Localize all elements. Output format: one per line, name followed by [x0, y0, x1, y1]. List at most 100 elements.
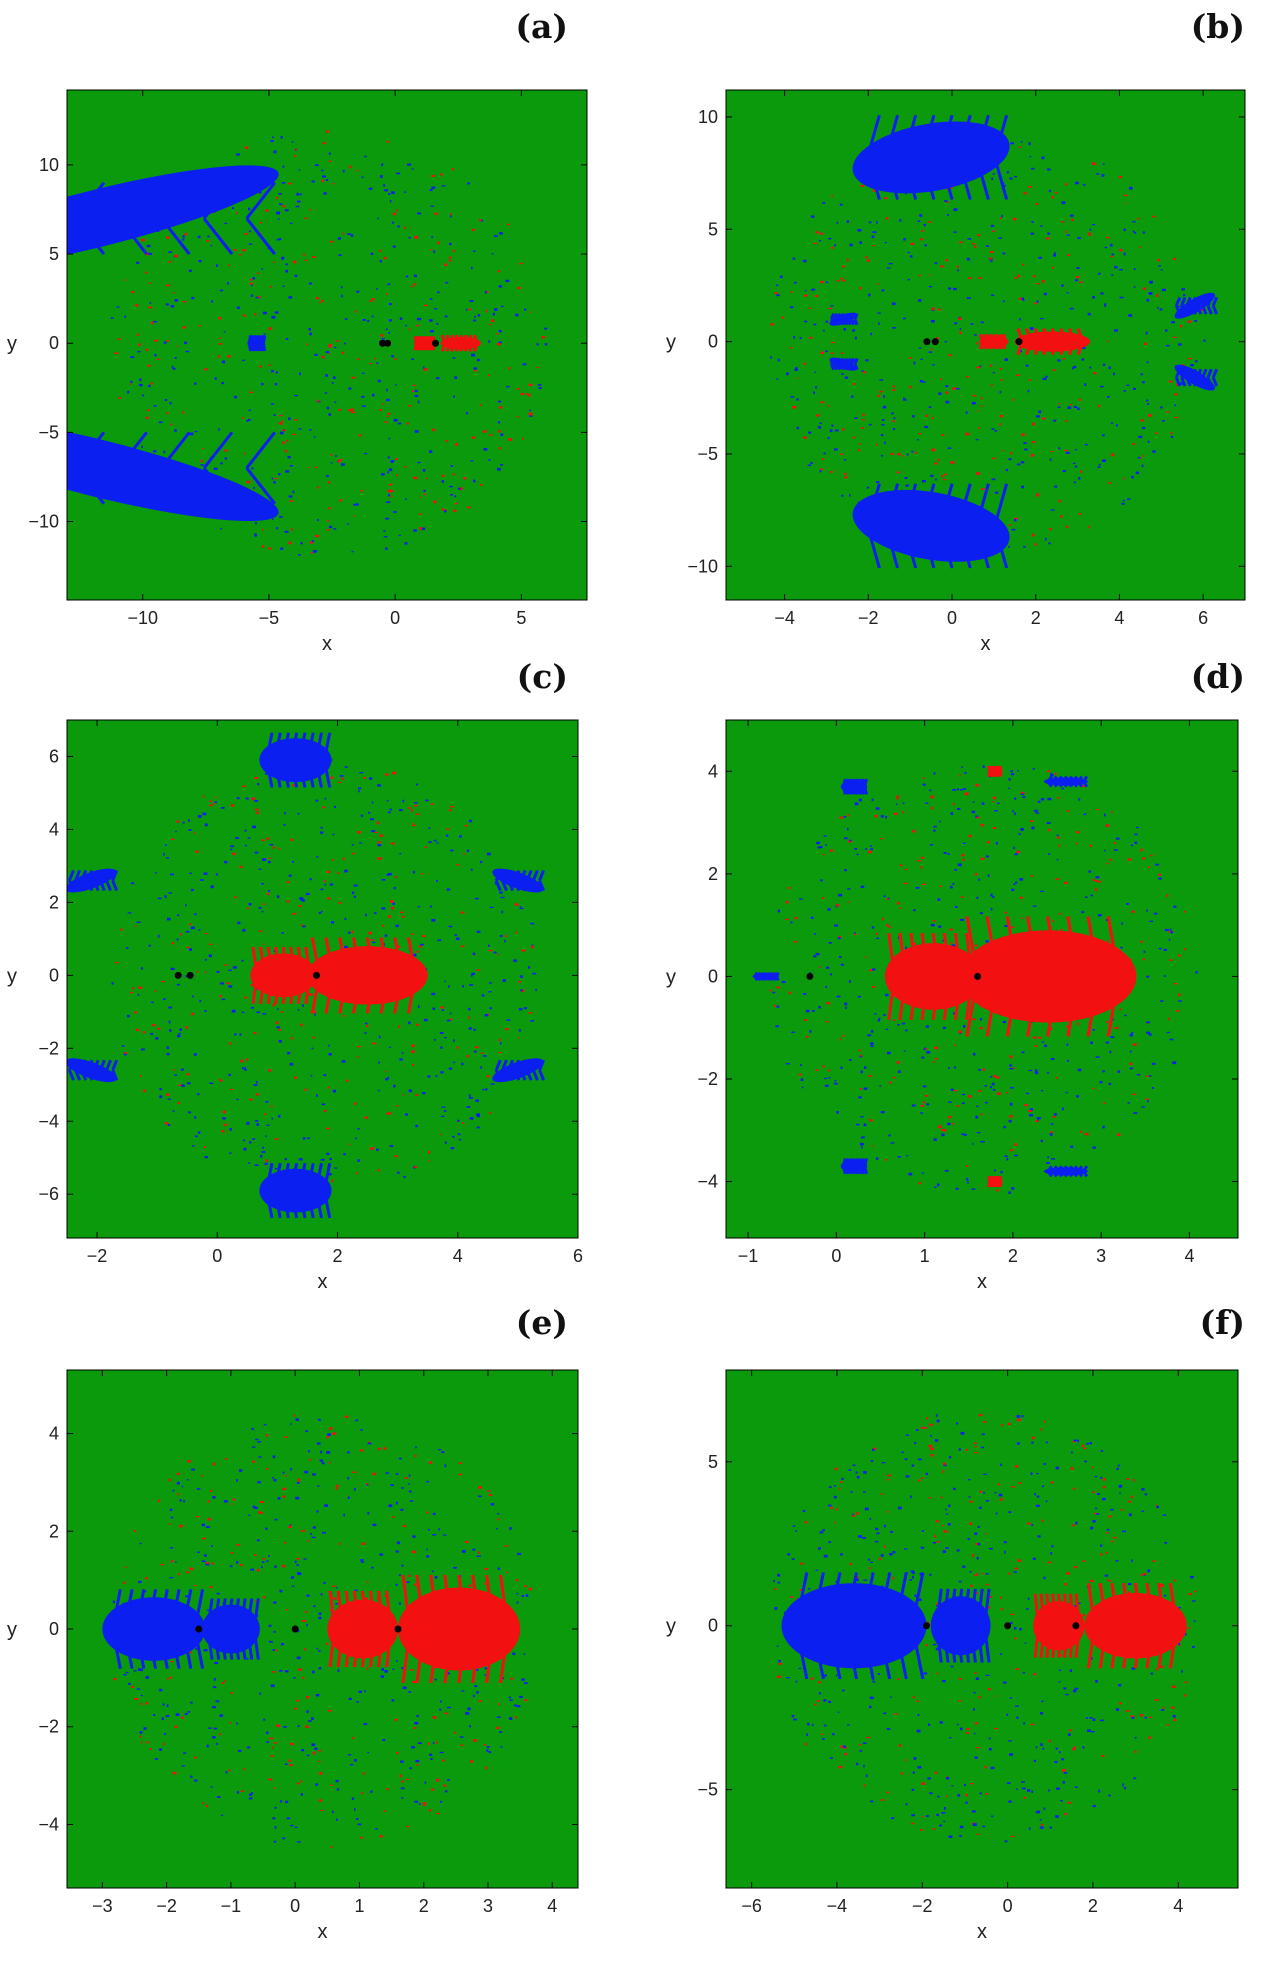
- basin-speck: [289, 1524, 292, 1527]
- basin-speck: [401, 1487, 404, 1489]
- basin-speck: [956, 1723, 959, 1726]
- basin-speck: [865, 255, 868, 259]
- basin-speck: [221, 360, 226, 364]
- basin-speck: [911, 1104, 916, 1107]
- basin-speck: [1092, 1804, 1097, 1808]
- basin-speck: [171, 365, 174, 368]
- basin-speck: [326, 130, 329, 133]
- basin-speck: [257, 783, 260, 786]
- basin-speck: [472, 436, 476, 439]
- basin-speck: [971, 810, 976, 814]
- basin-speck: [296, 200, 301, 203]
- basin-speck: [254, 1164, 259, 1167]
- blue-basin-fringe: [519, 1059, 527, 1071]
- basin-speck: [799, 898, 803, 900]
- basin-speck: [1077, 1068, 1082, 1072]
- basin-speck: [255, 1093, 259, 1096]
- y-tick-label: 5: [708, 219, 718, 239]
- basin-speck: [1031, 167, 1035, 170]
- x-axis-label: x: [977, 1271, 987, 1293]
- basin-speck: [979, 1792, 982, 1795]
- blue-basin-fringe: [181, 1628, 193, 1669]
- basin-speck: [1064, 449, 1069, 451]
- basin-speck: [1131, 1559, 1133, 1563]
- basin-speck: [884, 1545, 886, 1548]
- basin-speck: [389, 199, 392, 203]
- basin-speck: [397, 422, 402, 425]
- blue-basin-fringe: [74, 1059, 82, 1071]
- blue-basin-fringe: [850, 357, 856, 365]
- blue-basin-fringe: [1067, 780, 1073, 788]
- basin-speck: [1067, 1801, 1072, 1804]
- basin-speck: [502, 979, 506, 982]
- basin-speck: [471, 266, 473, 270]
- basin-speck: [1093, 1512, 1097, 1515]
- basin-speck: [920, 1104, 925, 1107]
- basin-speck: [1048, 853, 1050, 855]
- basin-speck: [394, 1155, 398, 1158]
- basin-speck: [1058, 844, 1061, 847]
- blue-basin-fringe: [840, 318, 846, 326]
- basin-speck: [1155, 863, 1160, 866]
- basin-speck: [353, 884, 358, 887]
- basin-speck: [1034, 1493, 1037, 1496]
- blue-basin-fringe: [1077, 1165, 1084, 1173]
- red-basin-fringe: [454, 342, 460, 352]
- basin-speck: [917, 220, 921, 223]
- blue-basin-fringe: [884, 114, 900, 158]
- blue-basin-fringe: [68, 1059, 75, 1071]
- basin-speck: [356, 290, 360, 293]
- blue-basin-fringe: [298, 1162, 307, 1191]
- basin-speck: [196, 971, 199, 973]
- basin-speck: [1077, 1022, 1079, 1026]
- red-basin-fringe: [406, 975, 418, 1014]
- red-basin-fringe: [274, 975, 282, 1005]
- basin-speck: [505, 1028, 509, 1031]
- basin-speck: [872, 231, 877, 234]
- basin-speck: [474, 1050, 477, 1053]
- basin-speck: [772, 991, 776, 994]
- basin-speck: [471, 228, 475, 231]
- basin-speck: [1097, 404, 1100, 408]
- basin-speck: [1098, 463, 1101, 466]
- basin-speck: [459, 487, 463, 491]
- basin-speck: [896, 796, 899, 800]
- basin-speck: [398, 534, 401, 537]
- basin-speck: [1133, 286, 1136, 288]
- basin-speck: [821, 458, 824, 461]
- red-basin-fringe: [1168, 1625, 1179, 1669]
- basin-speck: [943, 1129, 947, 1132]
- basin-speck: [1050, 450, 1054, 453]
- basin-speck: [242, 928, 246, 932]
- basin-speck: [356, 1701, 360, 1703]
- basin-speck: [250, 1792, 254, 1795]
- basin-speck: [999, 367, 1003, 370]
- blue-basin-fringe: [134, 1589, 146, 1630]
- basin-speck: [892, 385, 896, 388]
- basin-speck: [316, 1510, 319, 1513]
- basin-speck: [1035, 203, 1039, 205]
- basin-speck: [1003, 1541, 1007, 1544]
- basin-speck: [278, 192, 282, 195]
- blue-basin-fringe: [993, 525, 1009, 569]
- basin-speck: [1010, 452, 1013, 455]
- blue-basin-fringe: [844, 778, 850, 788]
- basin-speck: [942, 1470, 944, 1473]
- basin-speck: [426, 1511, 429, 1514]
- basin-speck: [981, 802, 985, 805]
- basin-speck: [423, 489, 426, 492]
- basin-speck: [230, 1692, 233, 1695]
- basin-speck: [390, 1484, 394, 1487]
- basin-speck: [508, 367, 511, 370]
- basin-speck: [804, 1742, 807, 1746]
- basin-speck: [1027, 1597, 1030, 1600]
- basin-speck: [198, 259, 202, 263]
- basin-speck: [1107, 482, 1112, 484]
- basin-speck: [1146, 361, 1149, 364]
- basin-speck: [265, 1159, 269, 1162]
- basin-speck: [770, 356, 772, 359]
- basin-speck: [1173, 982, 1178, 985]
- basin-speck: [1043, 1463, 1046, 1465]
- basin-speck: [368, 1441, 370, 1444]
- basin-speck: [296, 1699, 300, 1702]
